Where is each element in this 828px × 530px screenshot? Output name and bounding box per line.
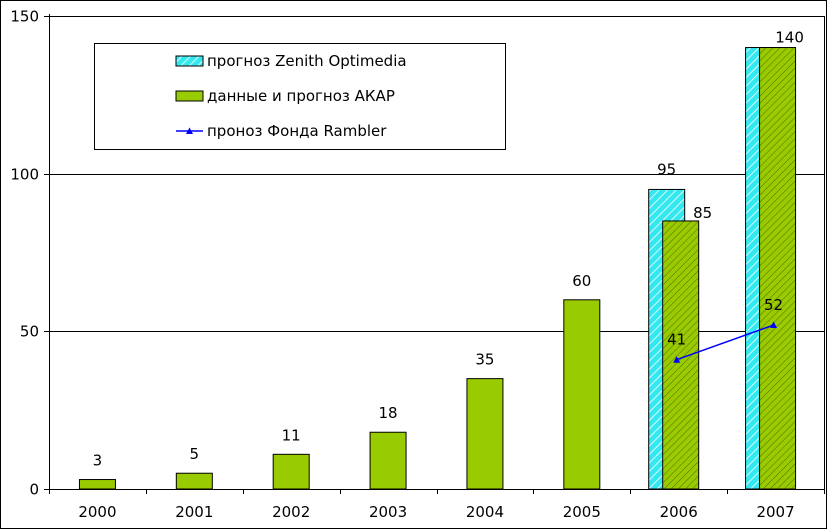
x-tick-label: 2005: [563, 503, 601, 521]
legend-label: проноз Фонда Rambler: [207, 122, 387, 140]
akar-data-label: 3: [93, 452, 103, 470]
rambler-point: [770, 321, 778, 329]
akar-bar: [759, 47, 797, 490]
x-tick-label: 2006: [660, 503, 698, 521]
akar-bar: [662, 220, 700, 490]
legend-label: прогноз Zenith Optimedia: [207, 52, 407, 70]
akar-bar: [563, 299, 601, 490]
x-tick-label: 2002: [272, 503, 310, 521]
legend-swatch-akar: [175, 90, 204, 102]
legend-box: [94, 43, 506, 150]
y-tick-label: 100: [10, 166, 39, 184]
akar-bar: [466, 378, 504, 490]
legend-label: данные и прогноз АКАР: [207, 87, 395, 105]
y-tick-label: 150: [10, 8, 39, 26]
akar-bar: [175, 472, 213, 490]
x-tick-label: 2001: [175, 503, 213, 521]
x-tick-label: 2003: [369, 503, 407, 521]
rambler-data-label: 52: [764, 296, 783, 314]
zenith-data-label: 95: [657, 160, 676, 178]
rambler-point: [673, 356, 681, 363]
akar-data-label: 85: [693, 204, 712, 222]
rambler-data-label: 41: [667, 331, 686, 349]
akar-data-label: 5: [190, 445, 200, 463]
x-tick-label: 2007: [756, 503, 794, 521]
akar-data-label: 18: [379, 404, 398, 422]
y-tick-label: 50: [20, 323, 39, 341]
akar-bar: [78, 479, 116, 490]
akar-bar: [272, 453, 310, 490]
akar-bar: [369, 431, 407, 490]
akar-data-label: 60: [572, 272, 591, 290]
x-tick-label: 2004: [466, 503, 504, 521]
akar-data-label: 11: [282, 426, 301, 444]
y-tick-label: 0: [29, 481, 39, 499]
akar-data-label: 35: [475, 351, 494, 369]
legend-swatch-rambler-marker: [186, 127, 193, 134]
legend-swatch-zenith: [175, 55, 204, 67]
akar-data-label: 140: [775, 29, 804, 47]
x-tick-label: 2000: [78, 503, 116, 521]
rambler-line: [676, 324, 774, 361]
